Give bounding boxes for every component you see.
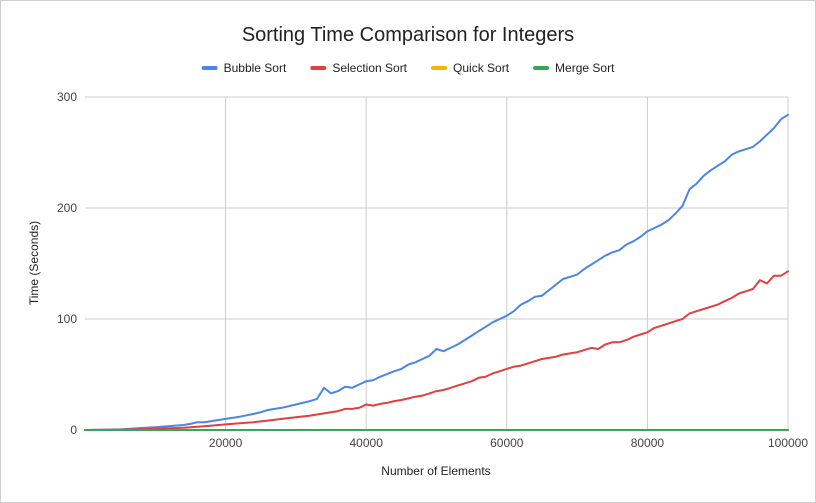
- legend: Bubble Sort Selection Sort Quick Sort Merge…: [201, 61, 615, 75]
- legend-label: Quick Sort: [453, 61, 510, 75]
- y-axis-title: Time (Seconds): [27, 221, 41, 305]
- series-line-selection-sort: [84, 270, 789, 431]
- legend-item: Bubble Sort: [201, 61, 287, 75]
- legend-label: Bubble Sort: [224, 61, 287, 75]
- x-tick-label: 40000: [350, 436, 384, 450]
- x-axis-title: Number of Elements: [381, 464, 490, 478]
- y-tick-label: 200: [57, 201, 77, 215]
- y-tick-label: 300: [57, 90, 77, 104]
- legend-label: Selection Sort: [332, 61, 407, 75]
- grid-lines: [85, 96, 789, 430]
- series-line-bubble-sort: [84, 113, 789, 431]
- x-tick-label: 60000: [490, 436, 524, 450]
- legend-item: Selection Sort: [310, 61, 408, 75]
- chart-title: Sorting Time Comparison for Integers: [242, 24, 574, 46]
- legend-item: Merge Sort: [533, 61, 615, 75]
- legend-item: Quick Sort: [431, 61, 510, 75]
- x-tick-label: 80000: [631, 436, 665, 450]
- legend-label: Merge Sort: [555, 61, 615, 75]
- y-tick-label: 100: [57, 312, 77, 326]
- x-tick-label: 100000: [768, 436, 808, 450]
- y-axis-ticks: 0 100 200 300: [57, 90, 77, 437]
- x-axis-ticks: 20000 40000 60000 80000 100000: [209, 436, 808, 450]
- x-tick-label: 20000: [209, 436, 243, 450]
- y-tick-label: 0: [70, 423, 77, 437]
- series-lines: [84, 113, 789, 431]
